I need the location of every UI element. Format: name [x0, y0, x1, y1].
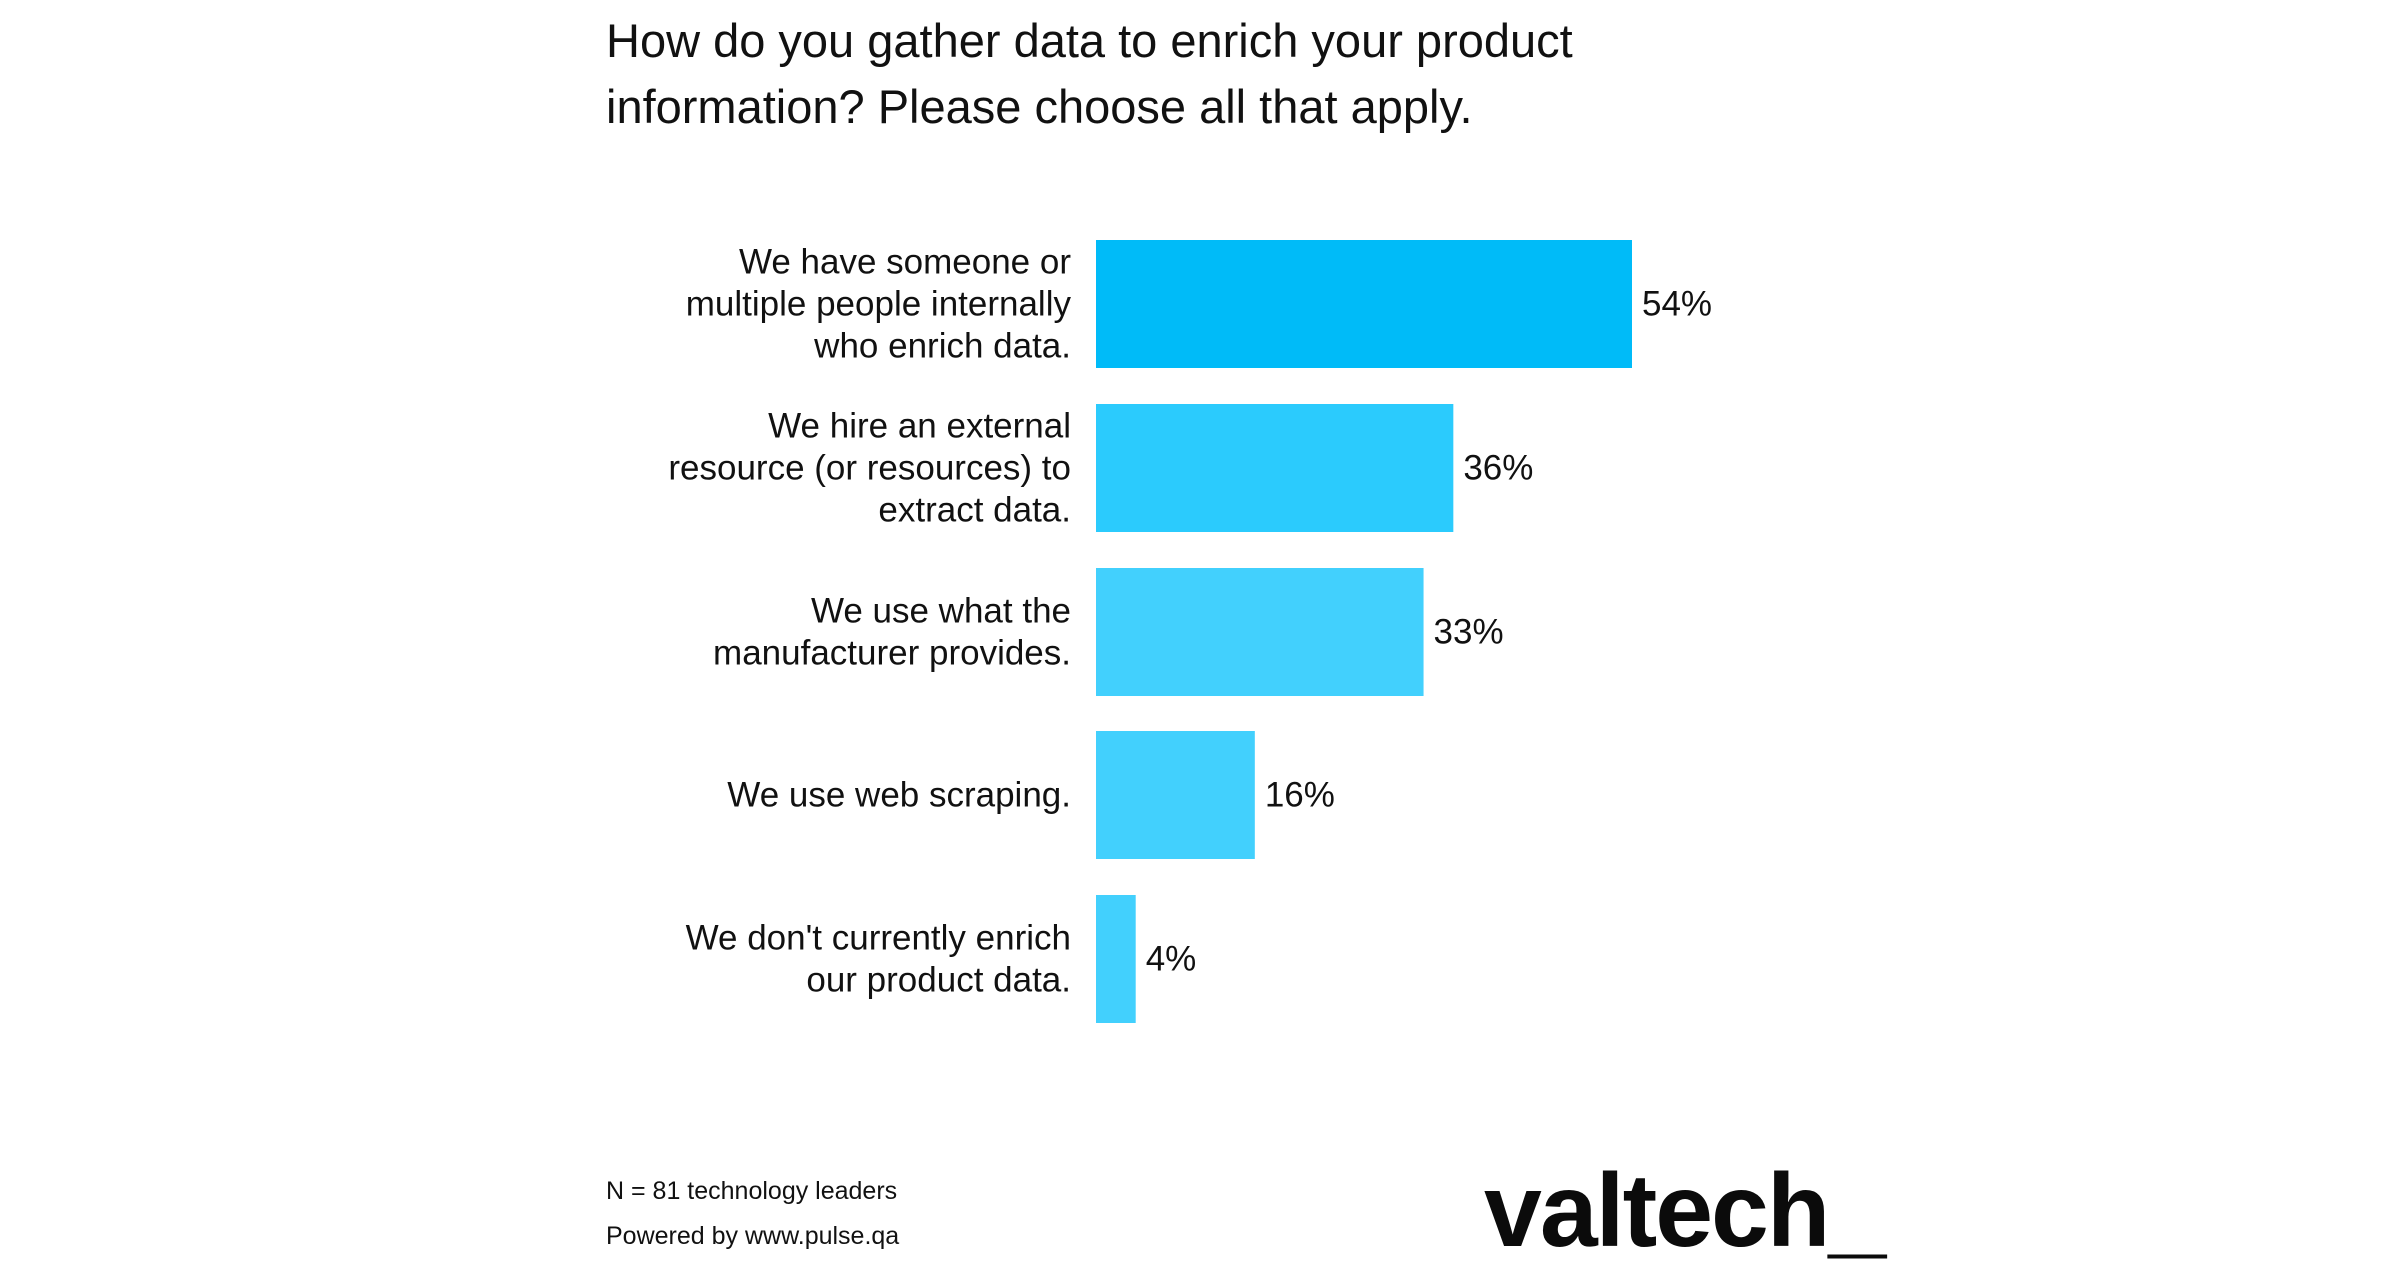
bar-value-label: 16% — [1265, 776, 1335, 815]
category-label: We have someone or multiple people intern… — [686, 243, 1072, 366]
valtech-logo: valtech_ — [1484, 1153, 1886, 1269]
category-label: We hire an external resource (or resource… — [668, 407, 1071, 530]
category-label-line: We have someone or — [739, 243, 1071, 282]
category-label-line: our product data. — [806, 961, 1071, 1000]
bar-4 — [1096, 731, 1255, 859]
category-label: We use web scraping. — [727, 776, 1071, 815]
powered-by-note: Powered by www.pulse.qa — [606, 1222, 900, 1250]
category-label-line: We use web scraping. — [727, 776, 1071, 815]
category-label-line: extract data. — [878, 491, 1071, 530]
bar-1 — [1096, 240, 1632, 368]
bar-value-label: 36% — [1463, 449, 1533, 488]
sample-size-note: N = 81 technology leaders — [606, 1177, 898, 1205]
category-label-line: We hire an external — [768, 407, 1071, 446]
bar-value-label: 54% — [1642, 285, 1712, 324]
category-label-line: multiple people internally — [686, 285, 1072, 324]
bar-3 — [1096, 568, 1424, 696]
bar-5 — [1096, 895, 1136, 1023]
category-label-line: who enrich data. — [813, 327, 1071, 366]
bar-value-label: 33% — [1434, 613, 1504, 652]
category-label-line: manufacturer provides. — [713, 634, 1071, 673]
category-label-line: We use what the — [811, 592, 1071, 631]
bar-value-label: 4% — [1146, 940, 1197, 979]
category-label: We don't currently enrich our product dat… — [686, 919, 1071, 1000]
category-label-line: We don't currently enrich — [686, 919, 1071, 958]
chart-title: How do you gather data to enrich your pr… — [606, 14, 1573, 133]
category-label: We use what the manufacturer provides. — [713, 592, 1071, 673]
category-label-line: resource (or resources) to — [668, 449, 1071, 488]
bar-2 — [1096, 404, 1454, 532]
